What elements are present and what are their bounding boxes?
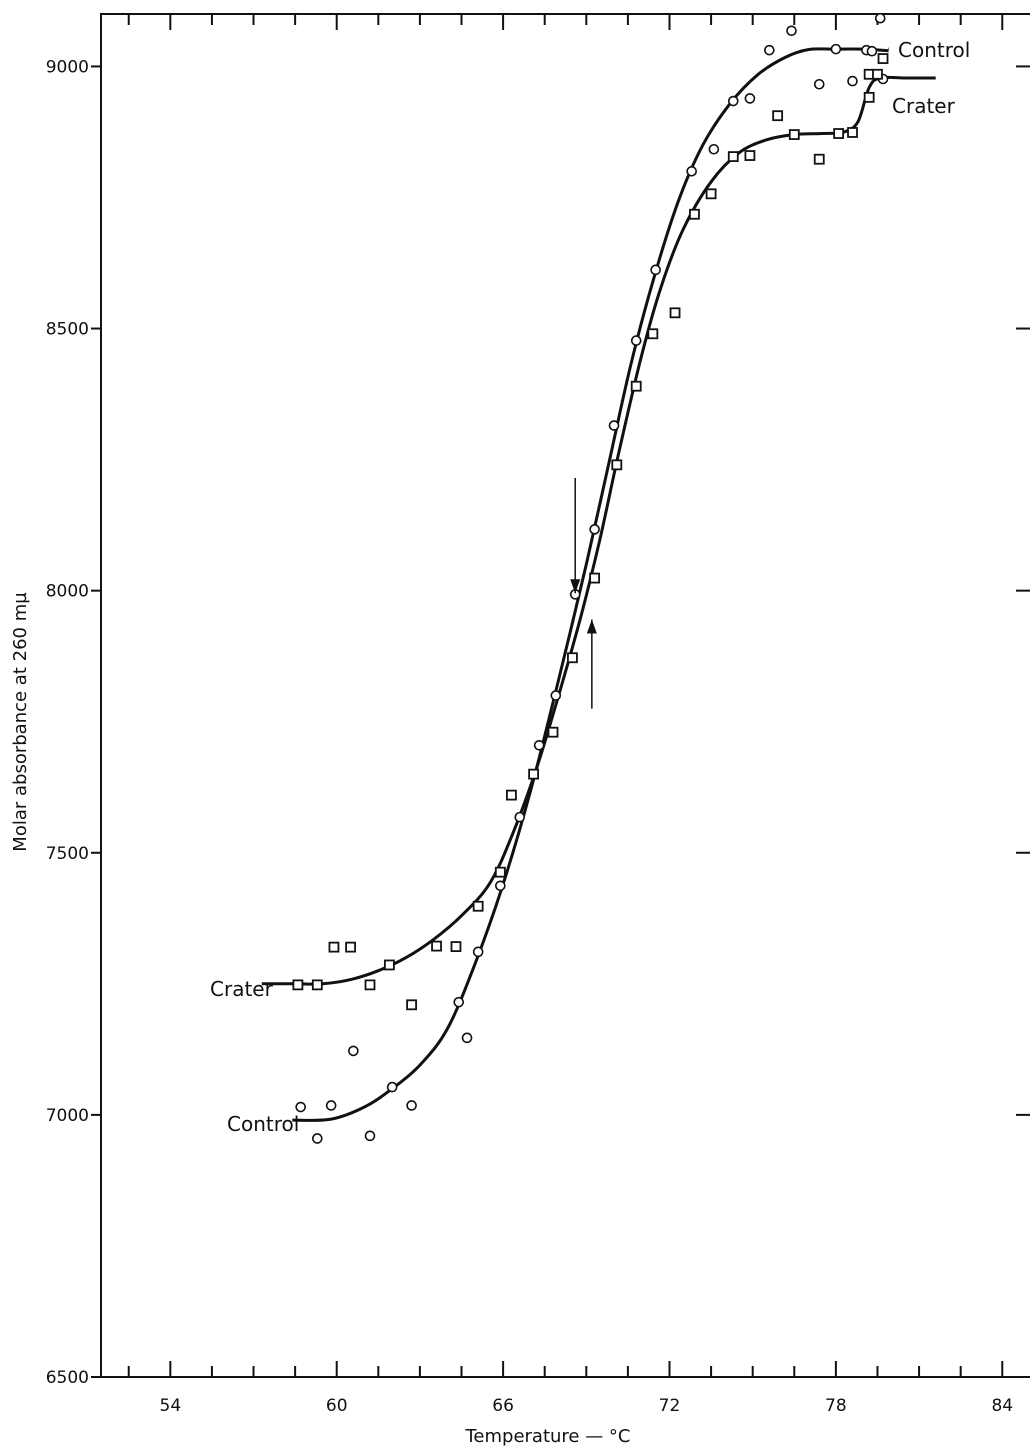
crater-point xyxy=(788,129,800,140)
crater-point xyxy=(833,128,845,139)
control-point xyxy=(847,75,858,87)
arrow-down-head xyxy=(570,579,581,594)
crater-point xyxy=(292,979,304,991)
control-point xyxy=(514,811,526,823)
plot-frame xyxy=(100,13,1030,1378)
x-tick-label: 60 xyxy=(326,1396,348,1416)
control-series-label-left: Control xyxy=(227,1112,299,1136)
crater-point xyxy=(450,941,462,953)
y-tick-label: 8500 xyxy=(46,320,89,340)
control-point xyxy=(630,335,642,346)
data-markers xyxy=(292,12,889,1144)
control-point xyxy=(453,996,465,1008)
control-point xyxy=(764,44,775,56)
control-point xyxy=(708,143,720,155)
crater-point xyxy=(847,127,858,138)
control-point xyxy=(472,946,484,958)
annotation-arrows xyxy=(570,477,597,709)
control-point xyxy=(727,95,739,107)
y-axis-ticks: 6500 7000 7500 8000 8500 9000 xyxy=(46,57,1030,1388)
crater-point xyxy=(311,979,323,991)
control-point xyxy=(589,524,600,535)
control-point xyxy=(744,93,756,104)
control-point xyxy=(325,1100,337,1111)
crater-point xyxy=(863,91,875,103)
crater-point xyxy=(689,208,700,220)
control-curve xyxy=(292,47,889,1122)
crater-point xyxy=(345,941,356,953)
crater-series-label-left: Crater xyxy=(210,977,274,1001)
y-tick-label: 6500 xyxy=(46,1368,89,1388)
y-tick-label: 7500 xyxy=(46,844,89,864)
control-point xyxy=(406,1100,417,1111)
x-tick-label: 54 xyxy=(160,1396,182,1416)
y-tick-label: 9000 xyxy=(46,57,89,77)
arrow-up-head xyxy=(586,619,597,634)
control-point xyxy=(533,740,545,751)
control-point xyxy=(550,690,562,701)
crater-point xyxy=(877,53,889,64)
crater-point xyxy=(772,110,784,122)
crater-point xyxy=(813,153,825,165)
control-point xyxy=(295,1101,306,1113)
x-axis-ticks: 54 60 66 72 78 84 xyxy=(127,14,1013,1416)
crater-point xyxy=(494,866,506,878)
crater-series-label-right: Crater xyxy=(892,94,956,118)
x-tick-label: 78 xyxy=(825,1396,847,1416)
x-axis-title: Temperature — °C xyxy=(464,1426,630,1447)
control-point xyxy=(364,1130,376,1142)
control-point xyxy=(786,25,797,37)
control-series-label-right: Control xyxy=(898,38,970,62)
crater-point xyxy=(406,999,417,1011)
control-point xyxy=(495,880,506,892)
control-point xyxy=(386,1081,398,1093)
crater-point xyxy=(506,789,517,801)
fitted-curves xyxy=(261,47,936,1122)
crater-point xyxy=(727,151,739,162)
crater-point xyxy=(669,307,681,319)
crater-point xyxy=(744,150,756,161)
crater-point xyxy=(547,726,559,738)
y-tick-label: 7000 xyxy=(46,1106,89,1126)
control-point xyxy=(813,78,825,90)
crater-point xyxy=(630,380,642,392)
control-point xyxy=(830,43,842,55)
x-tick-label: 66 xyxy=(492,1396,514,1416)
y-tick-label: 8000 xyxy=(46,582,89,602)
y-axis-title: Molar absorbance at 260 mµ xyxy=(10,592,31,852)
control-point xyxy=(312,1133,323,1144)
crater-point xyxy=(647,328,659,340)
control-point xyxy=(650,264,661,276)
crater-point xyxy=(528,768,540,780)
x-tick-label: 84 xyxy=(991,1396,1013,1416)
x-tick-label: 72 xyxy=(659,1396,681,1416)
crater-point xyxy=(589,572,601,584)
crater-point xyxy=(705,188,717,200)
crater-point xyxy=(872,68,883,80)
crater-point xyxy=(384,959,395,971)
crater-point xyxy=(611,459,623,471)
crater-point xyxy=(472,900,484,912)
control-point xyxy=(686,165,697,177)
crater-point xyxy=(328,941,340,953)
control-point xyxy=(608,420,620,431)
plot-border xyxy=(100,13,1030,1378)
control-point xyxy=(874,12,886,24)
control-point xyxy=(348,1045,359,1057)
control-point xyxy=(461,1032,473,1044)
crater-point xyxy=(364,979,376,991)
control-point xyxy=(866,45,878,57)
crater-point xyxy=(431,940,442,952)
crater-point xyxy=(567,652,578,664)
